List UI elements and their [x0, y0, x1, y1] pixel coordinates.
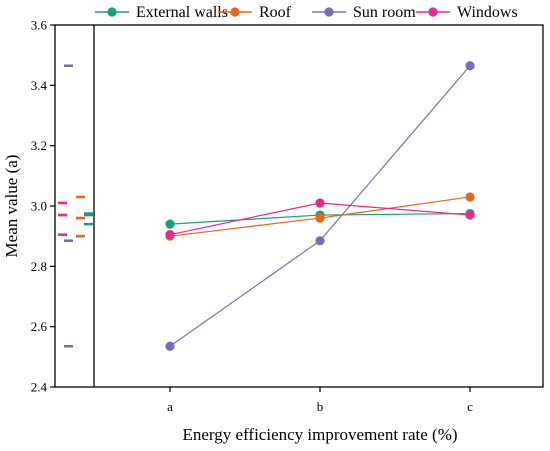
legend: External walls Roof Sun room Windows	[95, 4, 518, 21]
x-axis-title: Energy efficiency improvement rate (%)	[182, 425, 457, 444]
data-point	[165, 341, 175, 351]
marginal-strip	[58, 64, 93, 348]
data-point	[465, 192, 475, 202]
legend-swatch-marker	[428, 7, 438, 17]
data-point	[465, 210, 475, 220]
data-point	[165, 230, 175, 240]
x-axis: a b c	[167, 387, 473, 414]
y-tick-label: 2.6	[31, 319, 48, 334]
y-tick-label: 3.0	[31, 199, 47, 214]
data-point	[465, 61, 475, 71]
legend-swatch-marker	[107, 7, 117, 17]
plot-frame	[54, 24, 544, 388]
series-lines	[165, 61, 475, 351]
data-point	[165, 219, 175, 229]
legend-label: External walls	[136, 4, 228, 21]
x-tick-label: c	[467, 399, 473, 414]
y-axis-title: Mean value (a)	[2, 155, 21, 258]
y-tick-label: 2.4	[31, 380, 48, 395]
y-tick-label: 3.4	[31, 78, 48, 93]
legend-swatch-marker	[324, 7, 334, 17]
legend-swatch-marker	[230, 7, 240, 17]
y-axis: 2.4 2.6 2.8 3.0 3.2 3.4 3.6	[31, 18, 55, 395]
y-tick-label: 3.6	[31, 18, 48, 33]
x-tick-label: a	[167, 399, 173, 414]
data-point	[315, 236, 325, 246]
y-tick-label: 2.8	[31, 259, 47, 274]
legend-label: Roof	[259, 4, 292, 21]
legend-label: Windows	[457, 4, 518, 21]
y-tick-label: 3.2	[31, 138, 47, 153]
data-point	[315, 198, 325, 208]
legend-label: Sun room	[353, 4, 416, 21]
data-point	[315, 213, 325, 223]
x-tick-label: b	[317, 399, 324, 414]
